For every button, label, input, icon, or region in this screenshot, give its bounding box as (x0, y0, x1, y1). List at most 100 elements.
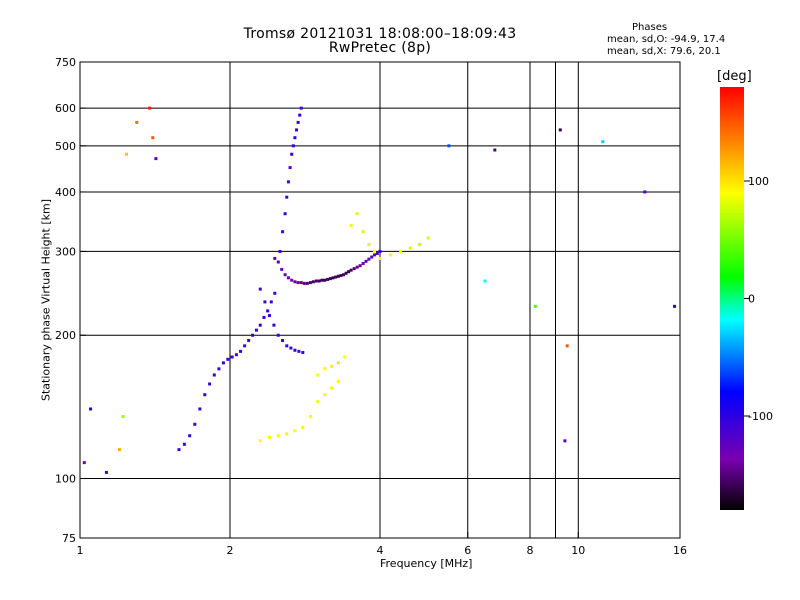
data-point (293, 280, 297, 284)
data-point (330, 386, 334, 390)
x-tick-label: 4 (377, 544, 384, 557)
data-point (82, 461, 86, 465)
data-point (285, 195, 289, 199)
data-point (258, 287, 262, 291)
data-point (230, 355, 234, 359)
data-point (217, 367, 221, 371)
x-tick-label: 1 (77, 544, 84, 557)
colorbar-ticks: -100 0 100 (744, 175, 773, 423)
y-tick-label: 400 (55, 186, 76, 199)
data-point (258, 323, 262, 327)
data-point (273, 291, 277, 295)
data-point (286, 180, 290, 184)
data-point (565, 344, 569, 348)
colorbar-tick-label: -100 (748, 410, 773, 423)
data-point (305, 281, 309, 285)
data-point (212, 373, 216, 377)
data-point (198, 407, 202, 411)
data-point (262, 315, 266, 319)
data-point (290, 152, 294, 156)
data-point (331, 276, 335, 280)
data-point (336, 379, 340, 383)
data-point (295, 128, 299, 132)
data-point (349, 224, 353, 228)
data-point (323, 367, 327, 371)
stats-header: Phases (632, 22, 668, 33)
data-point (193, 422, 197, 426)
data-point (289, 346, 293, 350)
data-point (375, 251, 379, 255)
data-point (221, 361, 225, 365)
data-point (483, 279, 487, 283)
colorbar-tick-label: 0 (748, 293, 755, 306)
data-point (272, 323, 276, 327)
data-point (290, 278, 294, 282)
data-point (367, 243, 371, 247)
data-point (273, 256, 277, 260)
data-point (370, 255, 374, 259)
data-point (251, 333, 255, 337)
data-point (234, 353, 238, 357)
data-point (291, 144, 295, 148)
data-point (104, 470, 108, 474)
data-point (151, 136, 155, 140)
data-point (323, 393, 327, 397)
data-point (278, 249, 282, 253)
data-point (266, 309, 270, 313)
y-tick-label: 75 (62, 532, 76, 545)
data-point (247, 338, 251, 342)
data-point (643, 190, 647, 194)
data-point (408, 246, 412, 250)
data-point (328, 277, 332, 281)
data-point (673, 304, 677, 308)
data-point (417, 243, 421, 247)
data-point (302, 281, 306, 285)
data-point (355, 212, 359, 216)
data-point (280, 267, 284, 271)
data-point (330, 364, 334, 368)
data-point (342, 273, 346, 277)
data-point (293, 348, 297, 352)
y-tick-label: 500 (55, 140, 76, 153)
data-point (182, 442, 186, 446)
data-point (352, 267, 356, 271)
data-point (285, 432, 289, 436)
data-point (308, 414, 312, 418)
data-point (493, 148, 497, 152)
data-point (121, 414, 125, 418)
chart-subtitle: RwPretec (8p) (328, 40, 432, 56)
data-point (358, 264, 362, 268)
data-point (533, 304, 537, 308)
data-point (373, 249, 377, 253)
data-point (349, 268, 353, 272)
data-point (297, 349, 301, 353)
data-point (267, 314, 271, 318)
data-point (364, 259, 368, 263)
data-point (263, 300, 267, 304)
stats-x-mode: mean, sd,X: 79.6, 20.1 (607, 46, 721, 57)
data-point (293, 136, 297, 140)
data-point (344, 271, 348, 275)
data-point (373, 253, 377, 257)
data-point (367, 257, 371, 261)
data-point (601, 140, 605, 144)
data-point (281, 338, 285, 342)
data-point (314, 279, 318, 283)
data-point (308, 281, 312, 285)
data-point (343, 355, 347, 359)
data-point (447, 144, 451, 148)
data-point (254, 328, 258, 332)
data-point (258, 439, 262, 443)
x-axis-label: Frequency [MHz] (380, 557, 473, 570)
data-point (347, 270, 351, 274)
data-point (301, 350, 305, 354)
data-point (316, 373, 320, 377)
data-point (276, 260, 280, 264)
data-point (281, 230, 285, 234)
x-axis-ticks: 1 2 4 6 8 10 16 (77, 532, 687, 557)
data-point (283, 273, 287, 277)
data-point (299, 281, 303, 285)
data-point (243, 344, 247, 348)
data-point (283, 212, 287, 216)
data-point (317, 279, 321, 283)
